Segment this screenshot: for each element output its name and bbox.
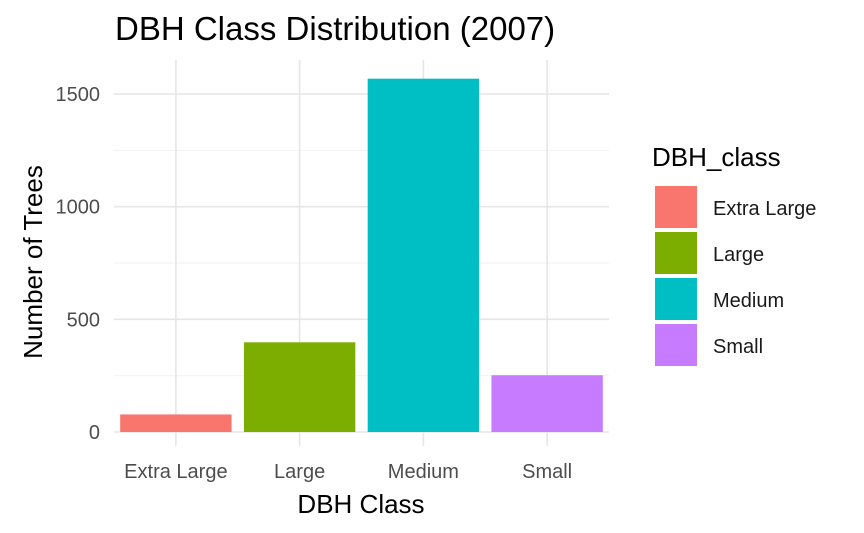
- bar-extra-large: [120, 414, 232, 432]
- x-tick-label: Large: [274, 461, 325, 483]
- bar-medium: [367, 78, 480, 432]
- y-axis-title: Number of Trees: [18, 165, 48, 359]
- bar-small: [491, 375, 603, 432]
- y-tick-label: 0: [89, 422, 100, 444]
- chart-title: DBH Class Distribution (2007): [115, 10, 555, 47]
- bars: [120, 78, 603, 432]
- legend-swatch: [655, 186, 697, 228]
- y-tick-label: 1500: [56, 84, 101, 106]
- y-tick-label: 500: [67, 309, 100, 331]
- x-axis-title: DBH Class: [297, 489, 424, 519]
- legend-label: Small: [713, 336, 763, 358]
- legend-title: DBH_class: [652, 142, 781, 172]
- legend-label: Extra Large: [713, 198, 816, 220]
- x-tick-label: Extra Large: [124, 461, 227, 483]
- y-tick-label: 1000: [56, 197, 101, 219]
- bar-large: [243, 342, 356, 432]
- legend-swatch: [655, 278, 697, 320]
- x-tick-label: Small: [522, 461, 572, 483]
- legend-label: Medium: [713, 290, 784, 312]
- legend-swatch: [655, 324, 697, 366]
- legend: DBH_class Extra Large Large Medium Small: [652, 142, 816, 366]
- x-axis-ticks: Extra Large Large Medium Small: [124, 461, 572, 483]
- legend-swatch: [655, 232, 697, 274]
- legend-label: Large: [713, 244, 764, 266]
- x-tick-label: Medium: [388, 461, 459, 483]
- y-axis-ticks: 0 500 1000 1500: [56, 84, 101, 444]
